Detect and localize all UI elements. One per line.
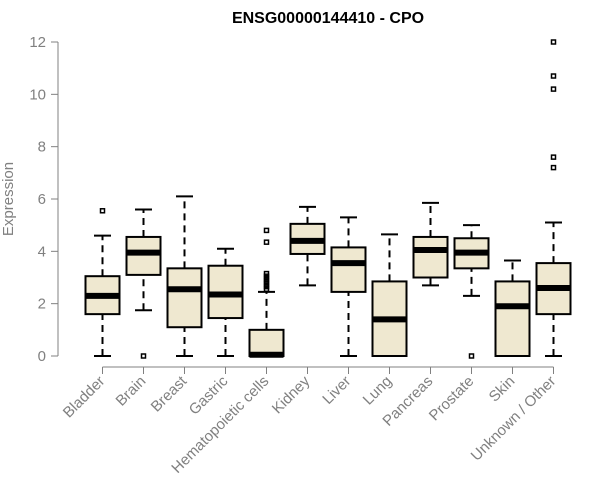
x-tick-label-6: Liver: [319, 373, 354, 408]
box-1-iqr: [125, 235, 162, 276]
box-4-outlier-8: [263, 227, 270, 234]
x-tick-label-2: Breast: [148, 372, 191, 415]
box-8: [412, 201, 449, 287]
x-tick-label-1: Brain: [113, 373, 150, 410]
box-2-iqr: [166, 267, 203, 329]
box-2: [166, 195, 203, 357]
x-tick-label-10: Skin: [486, 373, 519, 406]
boxes: [84, 39, 572, 359]
chart-title: ENSG00000144410 - CPO: [232, 10, 424, 27]
box-8-iqr: [412, 235, 449, 279]
box-10: [494, 259, 531, 357]
box-11-outlier-1: [550, 154, 557, 160]
box-7: [371, 233, 408, 357]
box-11-outlier-2: [550, 86, 557, 92]
box-9-outlier-0: [468, 353, 475, 359]
x-tick-label-9: Prostate: [426, 373, 478, 425]
box-5: [289, 205, 326, 287]
box-0: [84, 208, 121, 357]
y-axis-label: Expression: [0, 162, 17, 236]
y-tick-label-0: 0: [38, 348, 46, 365]
box-0-outlier-0: [99, 208, 106, 214]
box-11-outlier-3: [550, 73, 557, 79]
y-tick-label-3: 6: [38, 191, 46, 208]
y-tick-label-4: 8: [38, 139, 46, 156]
x-tick-label-7: Lung: [360, 373, 396, 409]
box-4-outlier-6: [263, 270, 270, 277]
y-axis: 0 2 4 6 8 10 12: [29, 34, 59, 365]
box-11-outlier-4: [550, 39, 557, 45]
y-tick-label-5: 10: [29, 86, 46, 103]
y-tick-label-1: 2: [38, 296, 46, 313]
box-11-outlier-0: [550, 164, 557, 171]
box-6: [330, 216, 367, 357]
box-1-outlier-0: [140, 353, 147, 359]
x-tick-label-0: Bladder: [60, 373, 109, 422]
y-tick-label-6: 12: [29, 34, 46, 51]
box-3: [207, 247, 244, 357]
box-4: [248, 227, 285, 358]
box-1: [125, 208, 162, 359]
box-11: [535, 39, 572, 357]
box-10-iqr: [494, 280, 531, 357]
box-9: [453, 224, 490, 359]
y-tick-label-2: 4: [38, 243, 46, 260]
x-tick-label-5: Kidney: [269, 372, 314, 417]
box-4-outlier-7: [263, 239, 270, 245]
box-6-iqr: [330, 246, 367, 293]
